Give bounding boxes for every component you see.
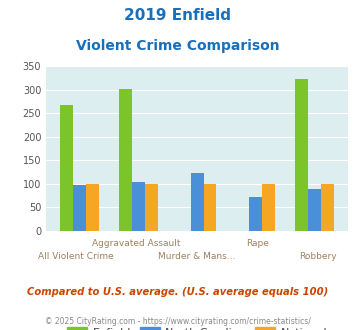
- Text: 2019 Enfield: 2019 Enfield: [124, 8, 231, 23]
- Bar: [308, 189, 321, 231]
- Text: All Violent Crime: All Violent Crime: [38, 252, 114, 261]
- Text: Compared to U.S. average. (U.S. average equals 100): Compared to U.S. average. (U.S. average …: [27, 287, 328, 297]
- Bar: [73, 185, 86, 231]
- Text: Robbery: Robbery: [299, 252, 337, 261]
- Text: Violent Crime Comparison: Violent Crime Comparison: [76, 39, 279, 53]
- Bar: [295, 79, 308, 231]
- Bar: [144, 184, 158, 231]
- Bar: [321, 184, 334, 231]
- Bar: [86, 184, 99, 231]
- Bar: [119, 89, 132, 231]
- Legend: Enfield, North Carolina, National: Enfield, North Carolina, National: [62, 322, 332, 330]
- Text: Aggravated Assault: Aggravated Assault: [92, 239, 181, 248]
- Text: Rape: Rape: [246, 239, 269, 248]
- Bar: [60, 105, 73, 231]
- Bar: [191, 174, 203, 231]
- Bar: [132, 182, 144, 231]
- Text: Murder & Mans...: Murder & Mans...: [158, 252, 236, 261]
- Bar: [203, 184, 217, 231]
- Bar: [250, 197, 262, 231]
- Text: © 2025 CityRating.com - https://www.cityrating.com/crime-statistics/: © 2025 CityRating.com - https://www.city…: [45, 317, 310, 326]
- Bar: [262, 184, 275, 231]
